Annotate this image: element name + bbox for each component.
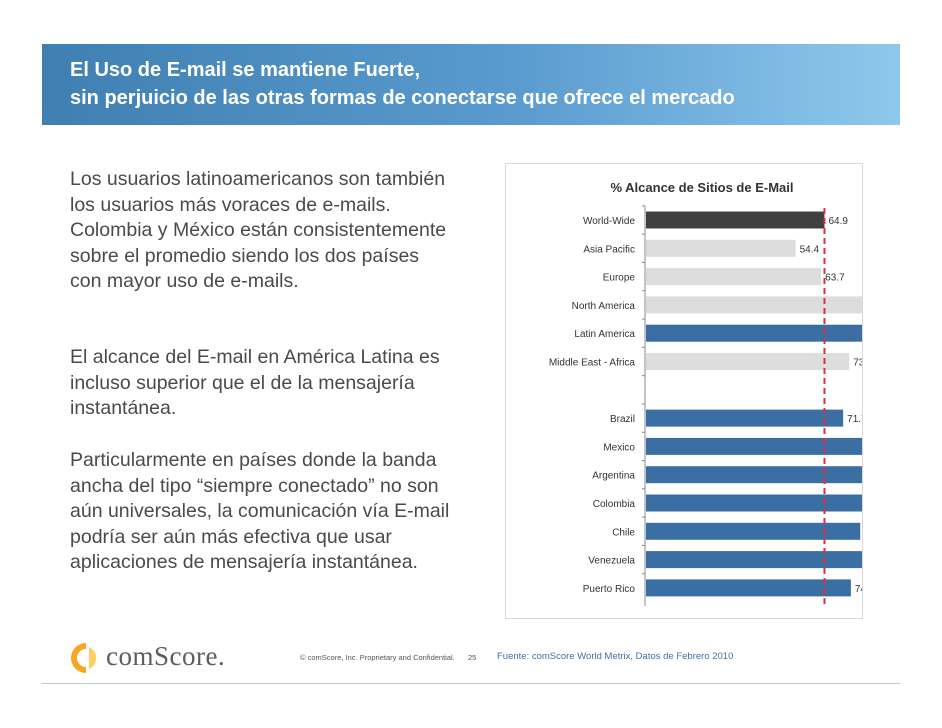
bar-mexico: [646, 437, 862, 455]
value-label-world-wide: 64.9: [828, 216, 848, 227]
bar-brazil: [646, 409, 844, 427]
category-label-argentina: Argentina: [592, 471, 635, 482]
email-reach-chart: % Alcance de Sitios de E-Mail World-Wide 6…: [505, 163, 863, 619]
value-label-brazil: 71.7: [847, 414, 862, 425]
category-label-asia-pacific: Asia Pacific: [583, 244, 635, 255]
bar-asia-pacific: [646, 239, 796, 257]
copyright-notice: © comScore, Inc. Proprietary and Confide…: [300, 653, 455, 662]
category-label-puerto-rico: Puerto Rico: [583, 584, 636, 595]
category-label-brazil: Brazil: [610, 414, 635, 425]
body-paragraph-2: El alcance del E-mail en América Latina …: [70, 346, 440, 419]
chart-title: % Alcance de Sitios de E-Mail: [610, 180, 793, 195]
bar-latin-america: [646, 324, 862, 342]
footer-divider: [42, 683, 900, 684]
value-label-puerto-rico: 74.5: [855, 584, 862, 595]
source-note: Fuente: comScore World Metrix, Datos de …: [497, 651, 734, 662]
bar-argentina: [646, 466, 862, 484]
category-label-mexico: Mexico: [603, 442, 635, 453]
category-label-world-wide: World-Wide: [583, 216, 635, 227]
category-label-middle-east-africa: Middle East - Africa: [549, 358, 636, 369]
title-banner: El Uso de E-mail se mantiene Fuerte, sin…: [42, 44, 900, 125]
comscore-logo: comScore.: [106, 641, 226, 671]
title-line-2: sin perjuicio de las otras formas de con…: [70, 87, 735, 109]
bar-colombia: [646, 494, 862, 512]
body-paragraph-3: Particularmente en países donde la banda…: [70, 449, 450, 573]
value-label-asia-pacific: 54.4: [800, 244, 820, 255]
comscore-logo-icon: [71, 643, 97, 673]
bar-middle-east-africa: [646, 353, 850, 370]
bar-europe: [646, 268, 822, 286]
category-label-chile: Chile: [612, 527, 635, 538]
category-label-colombia: Colombia: [593, 499, 636, 510]
body-paragraph-1: Los usuarios latinoamericanos son tambié…: [70, 168, 447, 292]
category-label-venezuela: Venezuela: [588, 556, 635, 567]
value-label-middle-east-africa: 73.9: [853, 358, 862, 369]
chart-canvas: % Alcance de Sitios de E-Mail World-Wide 6…: [549, 180, 862, 607]
page-number: 25: [468, 653, 477, 662]
category-label-europe: Europe: [603, 273, 636, 284]
bar-venezuela: [646, 551, 862, 569]
title-line-1: El Uso de E-mail se mantiene Fuerte,: [70, 59, 421, 81]
bar-puerto-rico: [646, 579, 851, 597]
value-label-europe: 63.7: [825, 273, 845, 284]
bar-world-wide: [646, 211, 825, 229]
bar-chile: [646, 522, 861, 540]
bar-north-america: [646, 296, 862, 314]
category-label-latin-america: Latin America: [574, 329, 635, 340]
category-label-north-america: North America: [572, 301, 636, 312]
